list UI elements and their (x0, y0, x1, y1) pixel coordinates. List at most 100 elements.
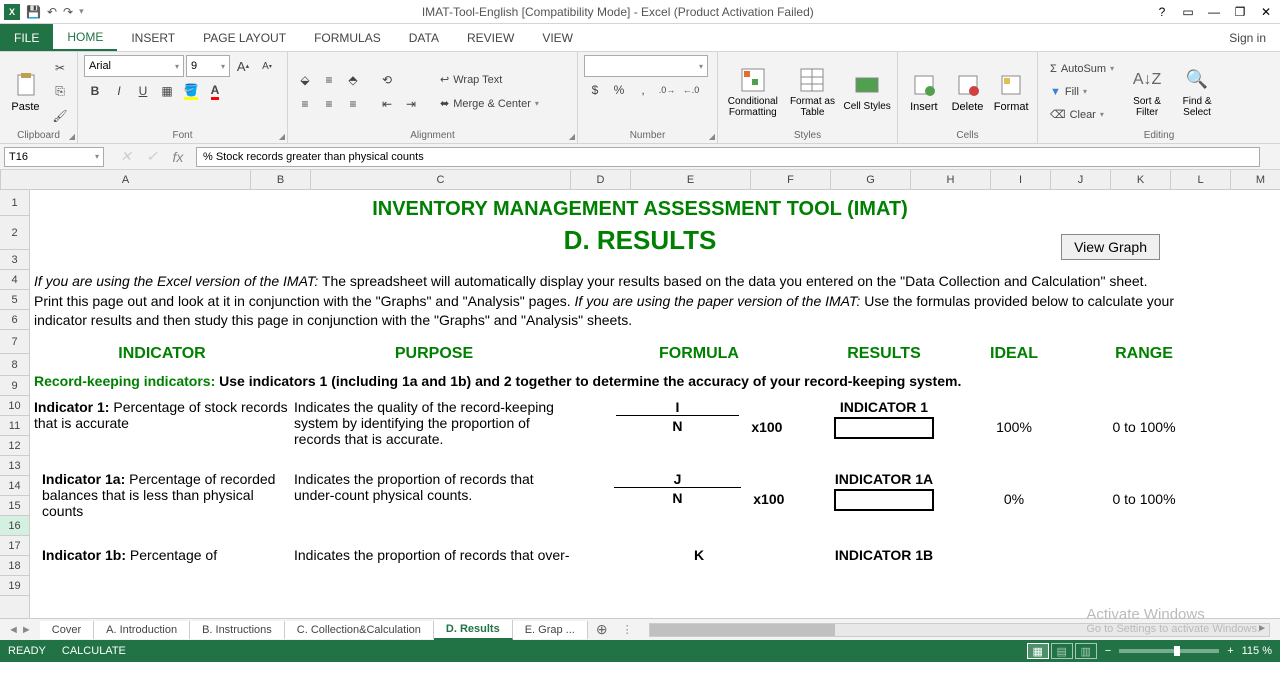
cells-area[interactable]: INVENTORY MANAGEMENT ASSESSMENT TOOL (IM… (30, 190, 1280, 618)
align-top-icon[interactable]: ⬙ (294, 69, 316, 91)
number-launcher-icon[interactable]: ◢ (709, 132, 715, 141)
align-bottom-icon[interactable]: ⬘ (342, 69, 364, 91)
tab-home[interactable]: HOME (53, 24, 117, 51)
find-select-button[interactable]: 🔍Find & Select (1174, 55, 1220, 128)
number-format-select[interactable]: ▾ (584, 55, 708, 77)
shrink-font-icon[interactable]: A▾ (256, 55, 278, 77)
help-icon[interactable]: ? (1152, 3, 1172, 21)
row-header-12[interactable]: 12 (0, 436, 29, 456)
sort-filter-button[interactable]: A↓ZSort & Filter (1124, 55, 1170, 128)
row-header-7[interactable]: 7 (0, 330, 29, 354)
col-header-I[interactable]: I (991, 170, 1051, 189)
font-color-icon[interactable]: A (204, 80, 226, 102)
col-header-H[interactable]: H (911, 170, 991, 189)
sheet-tab-instructions[interactable]: B. Instructions (190, 621, 285, 639)
signin-link[interactable]: Sign in (1215, 24, 1280, 51)
tab-data[interactable]: DATA (395, 24, 453, 51)
align-right-icon[interactable]: ≡ (342, 93, 364, 115)
page-layout-view-icon[interactable]: ▤ (1051, 643, 1073, 659)
col-header-C[interactable]: C (311, 170, 571, 189)
restore-icon[interactable]: ❐ (1230, 3, 1250, 21)
undo-icon[interactable]: ↶ (47, 5, 57, 19)
italic-button[interactable]: I (108, 80, 130, 102)
row-header-10[interactable]: 10 (0, 396, 29, 416)
increase-indent-icon[interactable]: ⇥ (400, 93, 422, 115)
row-header-1[interactable]: 1 (0, 190, 29, 216)
row-header-16[interactable]: 16 (0, 516, 29, 536)
insert-cells-button[interactable]: Insert (904, 55, 944, 128)
cancel-formula-icon[interactable]: ✕ (114, 147, 138, 167)
cut-icon[interactable]: ✂ (49, 57, 71, 79)
enter-formula-icon[interactable]: ✓ (140, 147, 164, 167)
tab-file[interactable]: FILE (0, 24, 53, 51)
clear-button[interactable]: ⌫Clear▾ (1044, 104, 1120, 126)
fill-color-icon[interactable]: 🪣 (180, 80, 202, 102)
row-header-3[interactable]: 3 (0, 250, 29, 270)
row-header-15[interactable]: 15 (0, 496, 29, 516)
clipboard-launcher-icon[interactable]: ◢ (69, 132, 75, 141)
row-header-6[interactable]: 6 (0, 310, 29, 330)
col-header-D[interactable]: D (571, 170, 631, 189)
col-header-J[interactable]: J (1051, 170, 1111, 189)
col-header-B[interactable]: B (251, 170, 311, 189)
row-header-19[interactable]: 19 (0, 576, 29, 596)
tab-nav-prev-icon[interactable]: ◄ (8, 624, 19, 636)
col-header-M[interactable]: M (1231, 170, 1280, 189)
row-header-11[interactable]: 11 (0, 416, 29, 436)
delete-cells-button[interactable]: Delete (948, 55, 988, 128)
col-header-E[interactable]: E (631, 170, 751, 189)
formula-input[interactable]: % Stock records greater than physical co… (196, 147, 1260, 167)
row-header-14[interactable]: 14 (0, 476, 29, 496)
minimize-icon[interactable]: — (1204, 3, 1224, 21)
row-header-17[interactable]: 17 (0, 536, 29, 556)
underline-button[interactable]: U (132, 80, 154, 102)
row-header-2[interactable]: 2 (0, 216, 29, 250)
font-name-select[interactable]: Arial▾ (84, 55, 184, 77)
copy-icon[interactable]: ⎘ (49, 81, 71, 103)
wrap-text-button[interactable]: ↩Wrap Text (434, 69, 545, 91)
row-header-4[interactable]: 4 (0, 270, 29, 290)
align-left-icon[interactable]: ≡ (294, 93, 316, 115)
paste-button[interactable]: Paste (6, 55, 45, 128)
conditional-formatting-button[interactable]: Conditional Formatting (724, 55, 782, 128)
sheet-tab-cover[interactable]: Cover (40, 621, 94, 639)
horizontal-scrollbar[interactable]: ◄► (649, 623, 1270, 637)
row-header-5[interactable]: 5 (0, 290, 29, 310)
zoom-level[interactable]: 115 % (1242, 645, 1272, 657)
name-box[interactable]: T16▾ (4, 147, 104, 167)
normal-view-icon[interactable]: ▦ (1027, 643, 1049, 659)
ribbon-options-icon[interactable]: ▭ (1178, 3, 1198, 21)
merge-center-button[interactable]: ⬌Merge & Center▾ (434, 93, 545, 115)
save-icon[interactable]: 💾 (26, 5, 41, 19)
bold-button[interactable]: B (84, 80, 106, 102)
row-header-8[interactable]: 8 (0, 354, 29, 376)
zoom-in-icon[interactable]: + (1227, 645, 1233, 657)
col-header-G[interactable]: G (831, 170, 911, 189)
page-break-view-icon[interactable]: ▥ (1075, 643, 1097, 659)
tab-insert[interactable]: INSERT (117, 24, 189, 51)
col-header-F[interactable]: F (751, 170, 831, 189)
decrease-indent-icon[interactable]: ⇤ (376, 93, 398, 115)
cell-styles-button[interactable]: Cell Styles (843, 55, 891, 128)
align-center-icon[interactable]: ≡ (318, 93, 340, 115)
tab-nav-next-icon[interactable]: ► (21, 624, 32, 636)
row-header-13[interactable]: 13 (0, 456, 29, 476)
sheet-tab-intro[interactable]: A. Introduction (94, 621, 190, 639)
row-header-9[interactable]: 9 (0, 376, 29, 396)
align-middle-icon[interactable]: ≡ (318, 69, 340, 91)
row-header-18[interactable]: 18 (0, 556, 29, 576)
autosum-button[interactable]: ΣAutoSum▾ (1044, 58, 1120, 80)
tab-page-layout[interactable]: PAGE LAYOUT (189, 24, 300, 51)
tab-review[interactable]: REVIEW (453, 24, 528, 51)
border-icon[interactable]: ▦ (156, 80, 178, 102)
close-icon[interactable]: ✕ (1256, 3, 1276, 21)
sheet-tab-collection[interactable]: C. Collection&Calculation (285, 621, 434, 639)
alignment-launcher-icon[interactable]: ◢ (569, 132, 575, 141)
font-launcher-icon[interactable]: ◢ (279, 132, 285, 141)
col-header-A[interactable]: A (1, 170, 251, 189)
orientation-icon[interactable]: ⟲ (376, 69, 398, 91)
format-painter-icon[interactable]: 🖌 (49, 105, 71, 127)
format-cells-button[interactable]: Format (991, 55, 1031, 128)
percent-icon[interactable]: % (608, 79, 630, 101)
zoom-out-icon[interactable]: − (1105, 645, 1111, 657)
